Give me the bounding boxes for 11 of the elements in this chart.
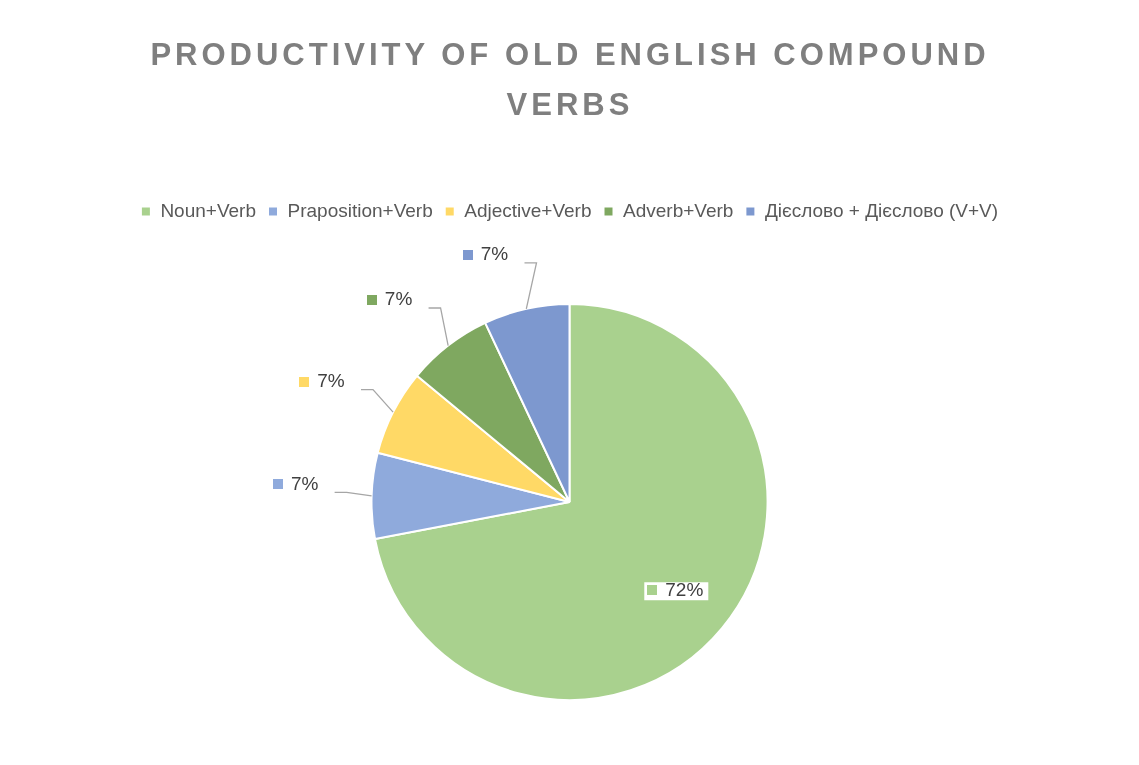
legend-label: Praposition+Verb — [287, 199, 433, 221]
legend-label: Adverb+Verb — [623, 199, 734, 221]
legend-label: Adjective+Verb — [464, 199, 592, 221]
data-label: 7% — [290, 472, 319, 494]
legend-label: Дієслово + Дієслово (V+V) — [764, 199, 999, 221]
data-label: 7% — [317, 369, 345, 391]
chart-title: PRODUCTIVITY OF OLD ENGLISH COMPOUND VERBS — [149, 36, 991, 124]
data-label: 7% — [480, 243, 509, 265]
data-label: 7% — [384, 288, 413, 310]
legend-label: Noun+Verb — [160, 199, 256, 221]
data-label: 72% — [665, 578, 704, 600]
